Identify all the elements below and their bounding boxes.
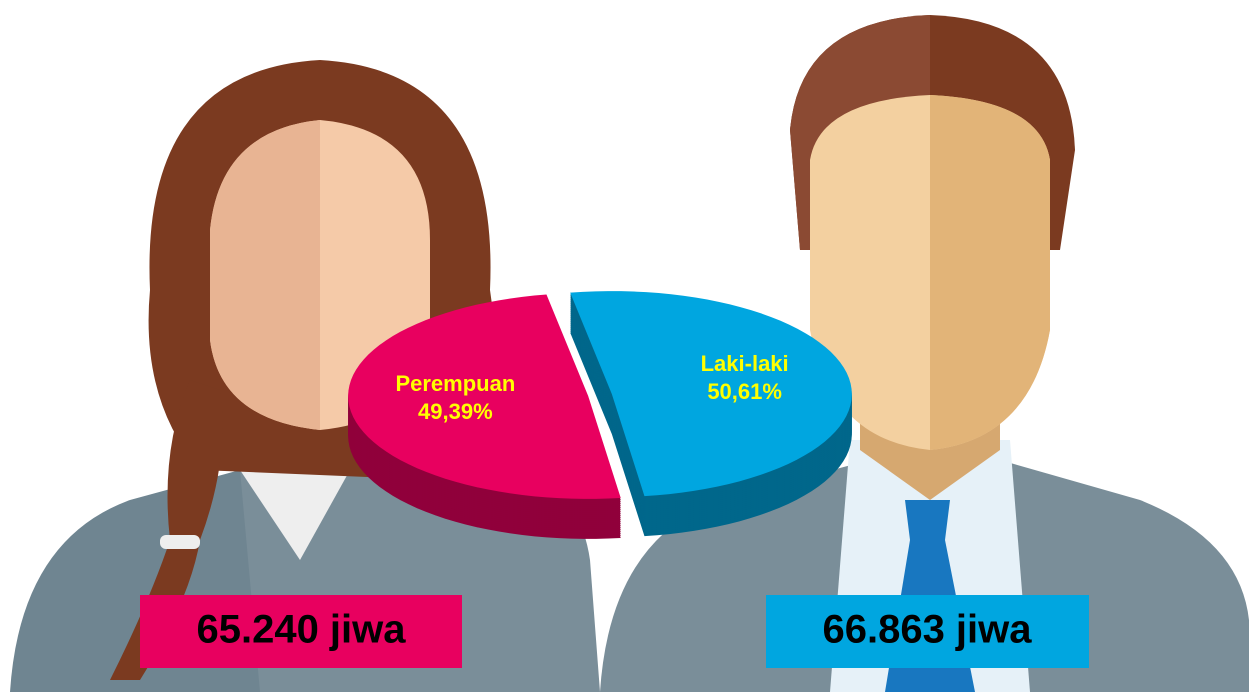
slice-name: Perempuan	[395, 371, 515, 396]
slice	[348, 294, 621, 499]
count-label: 66.863 jiwa	[822, 608, 1032, 652]
count-label: 65.240 jiwa	[196, 608, 406, 652]
count-box	[140, 595, 462, 668]
slice-value: 50,61%	[707, 379, 782, 404]
slice-name: Laki-laki	[701, 351, 789, 376]
pie: Perempuan 49,39% Laki-laki 50,61%	[348, 291, 852, 539]
count-box	[766, 595, 1089, 668]
slice-value: 49,39%	[418, 399, 493, 424]
slice	[570, 291, 852, 497]
